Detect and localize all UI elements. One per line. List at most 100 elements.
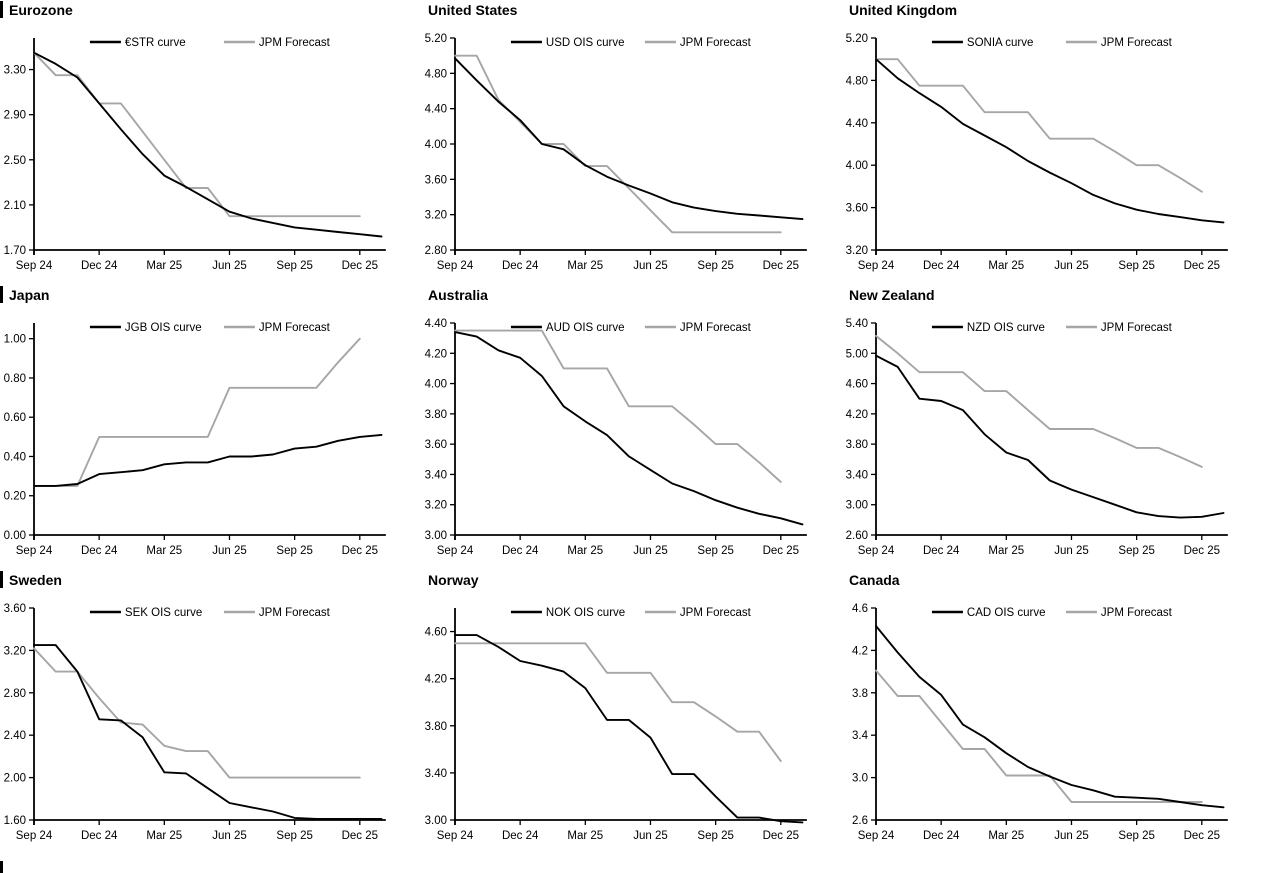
x-tick-label: Sep 24 [437, 545, 474, 557]
ois-curve-line [875, 58, 1225, 224]
x-tick-label: Sep 25 [697, 545, 733, 557]
y-tick-label: 3.00 [425, 815, 447, 827]
forecast-line [454, 642, 782, 763]
y-tick-label: 4.2 [852, 645, 868, 657]
chart-title: Canada [849, 571, 900, 588]
chart-title: Eurozone [9, 1, 73, 18]
chart-plot: 2.60 3.00 3.40 3.80 4.20 4.60 5.00 5.40 Sep 24 De… [846, 318, 1228, 557]
y-tick-label: 0.20 [4, 491, 26, 503]
x-tick-label: Dec 25 [763, 830, 799, 842]
ois-curve-line [454, 331, 804, 526]
y-tick-label: 0.80 [4, 373, 26, 385]
legend-ois-label: JGB OIS curve [125, 322, 202, 334]
x-tick-label: Mar 25 [567, 260, 603, 272]
y-tick-label: 2.50 [4, 155, 26, 167]
x-tick-label: Dec 25 [342, 545, 378, 557]
y-tick-label: 3.00 [846, 500, 868, 512]
chart-plot: 1.60 2.00 2.40 2.80 3.20 3.60 Sep 24 Dec 24 Mar … [4, 603, 386, 842]
chart-plot: 1.70 2.10 2.50 2.90 3.30 Sep 24 Dec 24 Mar 25 Ju… [4, 37, 386, 272]
y-tick-label: 0.40 [4, 451, 26, 463]
y-tick-label: 2.10 [4, 200, 26, 212]
x-tick-label: Sep 25 [697, 260, 733, 272]
y-tick-label: 1.00 [4, 334, 26, 346]
x-tick-label: Dec 24 [81, 260, 118, 272]
x-tick-label: Sep 24 [858, 545, 895, 557]
y-tick-label: 4.80 [425, 68, 447, 80]
section-marker [0, 286, 3, 303]
legend-forecast-label: JPM Forecast [259, 607, 331, 619]
legend-ois-label: SEK OIS curve [125, 607, 202, 619]
legend-ois-label: SONIA curve [967, 37, 1033, 49]
x-tick-label: Dec 25 [342, 830, 378, 842]
y-tick-label: 4.20 [425, 348, 447, 360]
y-tick-label: 3.20 [425, 210, 447, 222]
x-tick-label: Sep 25 [697, 830, 733, 842]
chart-plot: 2.6 3.0 3.4 3.8 4.2 4.6 Sep 24 Dec 24 Mar 25 Jun … [852, 603, 1228, 842]
x-tick-label: Jun 25 [1054, 545, 1089, 557]
x-tick-label: Jun 25 [212, 545, 247, 557]
x-tick-label: Dec 25 [1184, 260, 1220, 272]
x-tick-label: Sep 25 [276, 260, 312, 272]
chart-plot: 3.20 3.60 4.00 4.40 4.80 5.20 Sep 24 Dec 24 Mar … [846, 33, 1228, 272]
forecast-line [454, 54, 782, 234]
x-tick-label: Sep 24 [858, 260, 895, 272]
ois-curve-line [875, 625, 1225, 809]
chart-japan: Japan 0.00 0.20 0.40 0.60 0.80 1.00 Sep 24 Dec 2… [0, 285, 421, 570]
legend-ois-label: NZD OIS curve [967, 322, 1045, 334]
y-tick-label: 1.60 [4, 815, 26, 827]
x-tick-label: Sep 24 [437, 830, 474, 842]
x-tick-label: Mar 25 [146, 545, 182, 557]
ois-curve-line [454, 634, 804, 824]
legend-forecast-label: JPM Forecast [259, 322, 331, 334]
x-tick-label: Sep 25 [1118, 260, 1154, 272]
chart-norway: Norway 3.00 3.40 3.80 4.20 4.60 Sep 24 Dec 24 Ma… [421, 570, 842, 873]
ois-curve-line [454, 57, 804, 221]
x-tick-label: Dec 24 [81, 545, 118, 557]
x-tick-label: Dec 24 [923, 545, 960, 557]
x-tick-label: Sep 24 [16, 545, 53, 557]
y-tick-label: 3.60 [4, 603, 26, 615]
y-tick-label: 3.20 [846, 245, 868, 257]
x-tick-label: Sep 24 [16, 830, 53, 842]
forecast-line [33, 337, 361, 487]
x-tick-label: Jun 25 [1054, 830, 1089, 842]
legend-forecast-label: JPM Forecast [680, 322, 752, 334]
y-tick-label: 3.40 [425, 469, 447, 481]
x-tick-label: Sep 24 [16, 260, 53, 272]
ois-curve-line [33, 51, 383, 238]
ois-curve-line [33, 433, 383, 487]
y-tick-label: 5.00 [846, 348, 868, 360]
chart-united-states: United States 2.80 3.20 3.60 4.00 4.40 4.80 5.2… [421, 0, 842, 285]
y-tick-label: 2.40 [4, 730, 26, 742]
y-tick-label: 4.20 [425, 674, 447, 686]
chart-sweden: Sweden 1.60 2.00 2.40 2.80 3.20 3.60 Sep 24 Dec … [0, 570, 421, 873]
chart-title-row: New Zealand [842, 285, 935, 304]
y-tick-label: 4.6 [852, 603, 868, 615]
y-tick-label: 2.80 [425, 245, 447, 257]
y-tick-label: 1.70 [4, 245, 26, 257]
x-tick-label: Dec 24 [502, 830, 539, 842]
forecast-line [875, 58, 1203, 193]
chart-title-row: Australia [421, 285, 488, 304]
y-tick-label: 3.40 [846, 469, 868, 481]
y-tick-label: 5.40 [846, 318, 868, 330]
x-tick-label: Dec 24 [502, 545, 539, 557]
y-tick-label: 4.80 [846, 75, 868, 87]
y-tick-label: 3.30 [4, 65, 26, 77]
y-tick-label: 4.40 [425, 318, 447, 330]
chart-title-row: Norway [421, 570, 479, 589]
y-tick-label: 4.60 [425, 627, 447, 639]
chart-title: New Zealand [849, 286, 935, 303]
chart-title-row: Sweden [0, 570, 62, 589]
forecast-line [33, 51, 361, 218]
x-tick-label: Jun 25 [212, 830, 247, 842]
x-tick-label: Mar 25 [988, 545, 1024, 557]
y-tick-label: 3.60 [425, 439, 447, 451]
chart-title: United Kingdom [849, 1, 958, 18]
y-tick-label: 3.80 [425, 409, 447, 421]
chart-title: Japan [9, 286, 50, 303]
y-tick-label: 5.20 [846, 33, 868, 45]
chart-plot: 3.00 3.40 3.80 4.20 4.60 Sep 24 Dec 24 Mar 25 Ju… [425, 607, 807, 842]
x-tick-label: Mar 25 [567, 545, 603, 557]
y-tick-label: 4.00 [846, 160, 868, 172]
